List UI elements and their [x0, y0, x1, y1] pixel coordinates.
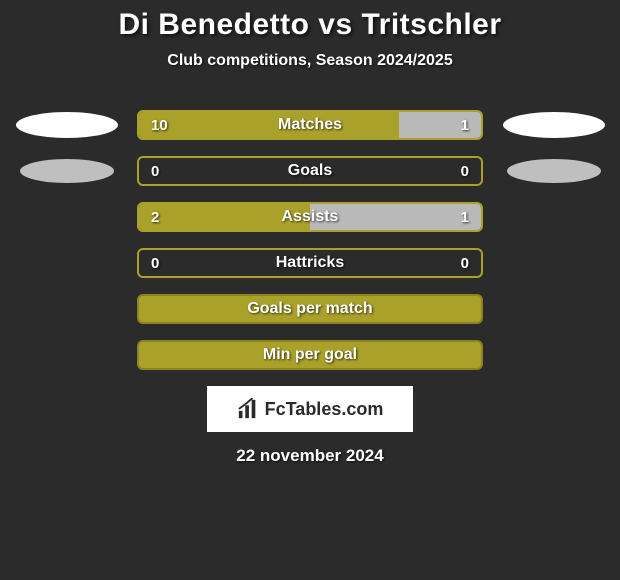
simple-bar: Goals per match — [137, 294, 483, 324]
right-shape-slot — [501, 156, 606, 186]
player-left-icon-dim — [20, 159, 114, 183]
stat-row: Goals0 0 — [0, 156, 620, 186]
stat-bar: Hattricks0 0 — [137, 248, 483, 278]
stat-value-right: 0 — [461, 158, 469, 184]
stat-value-right: 0 — [461, 250, 469, 276]
logo-box: FcTables.com — [207, 386, 413, 432]
stat-row: Matches10 1 — [0, 110, 620, 140]
stat-value-left: 10 — [151, 112, 168, 138]
stat-value-right: 1 — [461, 204, 469, 230]
stat-value-left: 2 — [151, 204, 159, 230]
stat-bar: Goals0 0 — [137, 156, 483, 186]
infographic-container: Di Benedetto vs Tritschler Club competit… — [0, 0, 620, 466]
page-title: Di Benedetto vs Tritschler — [0, 8, 620, 42]
stat-label: Assists — [139, 204, 481, 230]
subtitle: Club competitions, Season 2024/2025 — [0, 52, 620, 70]
chart-icon — [237, 398, 259, 420]
stat-row: Hattricks0 0 — [0, 248, 620, 278]
left-shape-slot — [14, 248, 119, 278]
stats-area: Matches101Goals00Assists21Hattricks00 — [0, 110, 620, 278]
left-shape-slot — [14, 156, 119, 186]
stat-value-right: 1 — [461, 112, 469, 138]
left-shape-slot — [14, 110, 119, 140]
simple-bar: Min per goal — [137, 340, 483, 370]
stat-row: Assists2 1 — [0, 202, 620, 232]
logo-text: FcTables.com — [265, 399, 384, 420]
right-shape-slot — [501, 248, 606, 278]
stat-value-left: 0 — [151, 250, 159, 276]
left-shape-slot — [14, 202, 119, 232]
stat-bar: Assists2 1 — [137, 202, 483, 232]
player-left-icon — [16, 112, 118, 138]
stat-bar: Matches10 1 — [137, 110, 483, 140]
date-text: 22 november 2024 — [0, 446, 620, 466]
stat-value-left: 0 — [151, 158, 159, 184]
stat-label: Matches — [139, 112, 481, 138]
stat-label: Goals — [139, 158, 481, 184]
simple-bars-area: Goals per match Min per goal — [0, 294, 620, 370]
simple-bar-row: Min per goal — [0, 340, 620, 370]
simple-bar-row: Goals per match — [0, 294, 620, 324]
right-shape-slot — [501, 110, 606, 140]
player-right-icon-dim — [507, 159, 601, 183]
player-right-icon — [503, 112, 605, 138]
stat-label: Hattricks — [139, 250, 481, 276]
right-shape-slot — [501, 202, 606, 232]
